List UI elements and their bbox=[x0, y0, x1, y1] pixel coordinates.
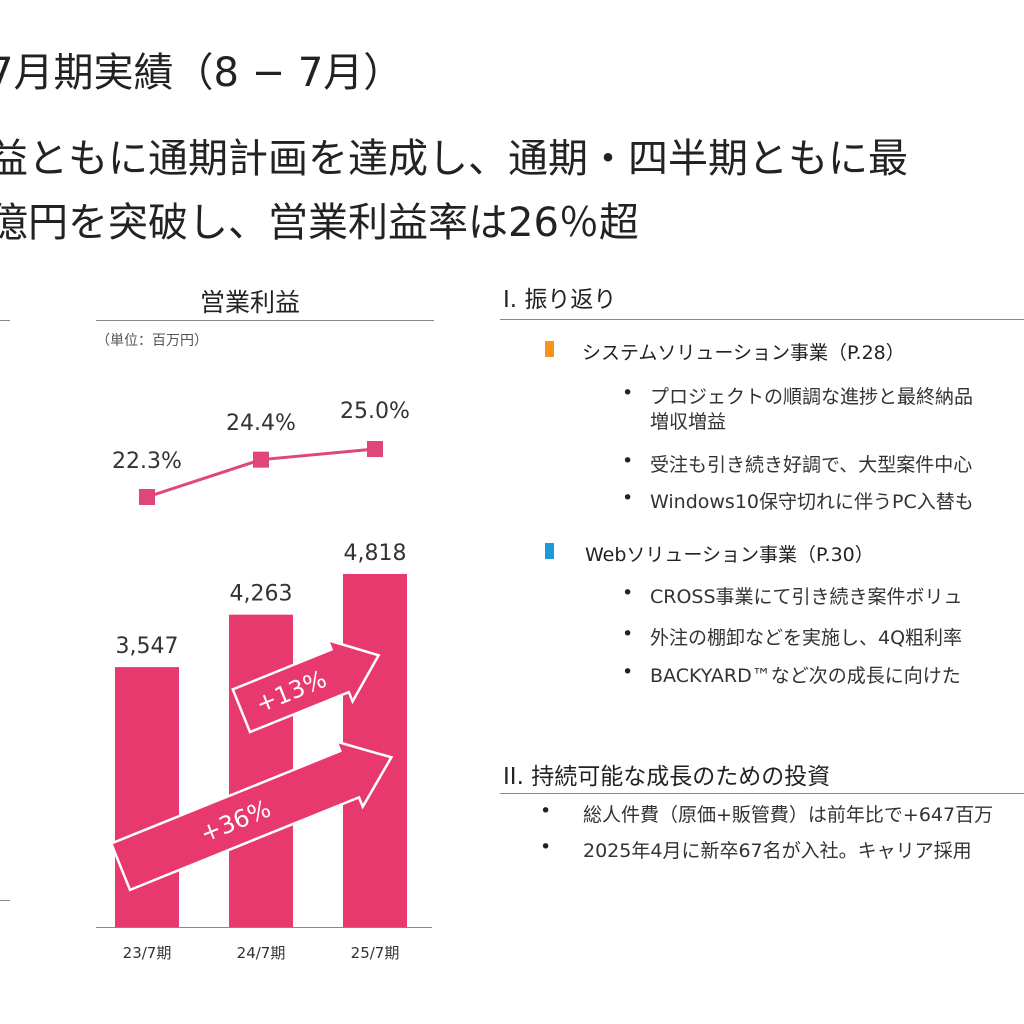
chart-title: 営業利益 bbox=[200, 288, 301, 317]
system-bullet-2: 受注も引き続き好調で、大型案件中心 bbox=[650, 454, 973, 476]
margin-value-label: 24.4% bbox=[226, 411, 296, 436]
web-bullet-3: BACKYARD™など次の成長に向けた bbox=[650, 665, 961, 687]
system-bullet-1: プロジェクトの順調な進捗と最終納品 bbox=[650, 386, 974, 408]
left-panel-bottom-rule bbox=[0, 900, 10, 901]
investment-bullet-1: 総人件費（原価+販管費）は前年比で+647百万 bbox=[583, 804, 994, 826]
bullet-dot: • bbox=[622, 623, 634, 645]
bar-value-label: 3,547 bbox=[116, 634, 179, 659]
bullet-dot: • bbox=[622, 382, 634, 404]
review-section-rule bbox=[500, 319, 1024, 320]
headline-line-1: 益ともに通期計画を達成し、通期・四半期ともに最 bbox=[0, 136, 908, 182]
bullet-dot: • bbox=[622, 487, 634, 509]
bar-23/7期 bbox=[115, 667, 179, 927]
unit-label: （単位：百万円） bbox=[96, 333, 208, 349]
growth-arrow-36: +36% bbox=[109, 739, 394, 892]
system-bullet-3: Windows10保守切れに伴うPC入替も bbox=[650, 491, 974, 513]
bullet-dot: • bbox=[622, 450, 634, 472]
bullet-dot: • bbox=[622, 661, 634, 683]
margin-point bbox=[139, 489, 155, 505]
bullet-dot: • bbox=[540, 800, 552, 822]
page-title: 7月期実績（8 − 7月） bbox=[0, 50, 404, 96]
investment-section-title: II. 持続可能な成長のための投資 bbox=[503, 764, 831, 790]
left-panel-top-rule bbox=[0, 320, 10, 321]
margin-point bbox=[253, 451, 269, 468]
investment-bullet-2: 2025年4月に新卒67名が入社。キャリア採用 bbox=[583, 840, 972, 862]
margin-value-label: 25.0% bbox=[340, 399, 410, 424]
system-bullet-1-cont: 増収増益 bbox=[650, 411, 727, 433]
chart-title-rule bbox=[96, 320, 434, 321]
bar-24/7期 bbox=[229, 614, 293, 927]
bar-value-label: 4,263 bbox=[230, 582, 293, 607]
bullet-dot: • bbox=[622, 582, 634, 604]
web-bullet-1: CROSS事業にて引き続き案件ボリュ bbox=[650, 586, 963, 608]
growth-arrow-36-shape bbox=[109, 739, 394, 892]
web-bullet-2: 外注の棚卸などを実施し、4Q粗利率 bbox=[650, 627, 963, 649]
system-solution-heading: システムソリューション事業（P.28） bbox=[582, 342, 905, 364]
bullet-dot: • bbox=[540, 836, 552, 858]
x-tick-label: 24/7期 bbox=[237, 944, 286, 962]
bar-value-label: 4,818 bbox=[344, 541, 407, 566]
headline-line-2: 億円を突破し、営業利益率は26％超 bbox=[0, 200, 639, 246]
review-section-title: I. 振り返り bbox=[503, 287, 617, 313]
system-solution-marker bbox=[545, 341, 554, 357]
margin-value-label: 22.3% bbox=[112, 449, 182, 474]
investment-section-rule bbox=[500, 793, 1024, 794]
web-solution-marker bbox=[545, 543, 554, 559]
x-tick-label: 23/7期 bbox=[123, 944, 172, 962]
growth-arrow-13: +13% bbox=[231, 638, 381, 734]
x-tick-label: 25/7期 bbox=[351, 944, 400, 962]
web-solution-heading: Webソリューション事業（P.30） bbox=[585, 544, 874, 566]
growth-arrow-13-shape bbox=[231, 638, 381, 734]
margin-point bbox=[367, 441, 383, 457]
